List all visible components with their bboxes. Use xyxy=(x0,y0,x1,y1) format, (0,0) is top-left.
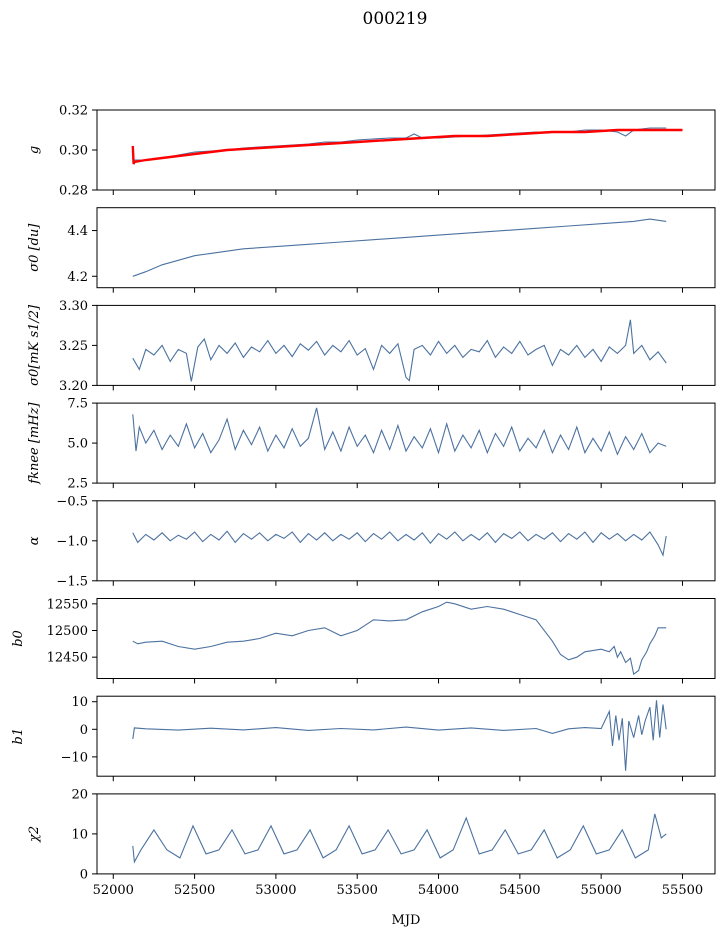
panel-7-ytick-label: −10 xyxy=(61,750,88,765)
panel-2-ylabel: σ0 [du] xyxy=(27,223,42,272)
panel-2: 4.2 4.4 σ0 [du] xyxy=(27,207,716,293)
panel-7-frame xyxy=(96,695,716,777)
panel-5: −1.5 −1.0 −0.5 α xyxy=(27,494,716,589)
panel-3-ytick-label: 3.30 xyxy=(59,299,88,314)
panel-7-ytick-label: 10 xyxy=(71,695,88,710)
panel-1-ytick-label: 0.32 xyxy=(59,104,88,119)
panel-8-ytick-label: 10 xyxy=(71,827,88,842)
x-tick-label: 53500 xyxy=(337,883,378,898)
panel-8-ylabel: χ2 xyxy=(27,826,42,843)
panels-group: 0.28 0.30 0.32 g 4.2 4.4 σ0 [du] 3.20 3.25 3.30 σ0… xyxy=(11,104,716,898)
panel-6-ylabel: b0 xyxy=(11,630,26,647)
panel-2-ytick-label: 4.2 xyxy=(67,270,88,285)
panel-6-series-1-line xyxy=(132,601,667,676)
panel-2-frame xyxy=(96,207,716,289)
panel-1-series-1-line xyxy=(132,127,667,165)
panel-8-series-1-line xyxy=(132,813,667,864)
panel-1-ylabel: g xyxy=(27,146,42,154)
x-tick-label: 55000 xyxy=(580,883,621,898)
panel-8-ytick-label: 0 xyxy=(80,867,88,882)
panel-8-ytick-label: 20 xyxy=(71,787,88,802)
panel-3-ytick-label: 3.20 xyxy=(59,379,88,394)
panel-6-ytick-label: 12500 xyxy=(47,624,88,639)
panel-6-frame xyxy=(96,598,716,679)
panel-1: 0.28 0.30 0.32 g xyxy=(27,104,716,199)
x-tick-label: 55500 xyxy=(662,883,703,898)
panel-5-series-1-line xyxy=(132,530,667,558)
panel-1-ytick-label: 0.28 xyxy=(59,184,88,199)
panel-7-ylabel: b1 xyxy=(11,728,26,745)
panel-4-ytick-label: 5.0 xyxy=(67,437,88,452)
panel-5-frame xyxy=(96,500,716,582)
x-tick-label: 53000 xyxy=(255,883,296,898)
panel-4-series-1-line xyxy=(132,407,667,456)
panel-2-ytick-label: 4.4 xyxy=(67,224,88,239)
panel-5-ytick-label: −0.5 xyxy=(56,494,88,509)
x-tick-label: 54000 xyxy=(418,883,459,898)
x-axis-label: MJD xyxy=(392,913,421,928)
x-tick-label: 52500 xyxy=(174,883,215,898)
panel-7-ytick-label: 0 xyxy=(80,723,88,738)
panel-2-series-1-line xyxy=(132,218,667,277)
panel-8: 0 10 20 52000 52500 53000 53500 54000 54500 55000… xyxy=(27,787,716,898)
panel-5-ylabel: α xyxy=(27,536,42,545)
panel-4-ylabel: fknee [mHz] xyxy=(27,402,42,485)
panel-1-series-2-line xyxy=(131,128,683,165)
x-tick-label: 52000 xyxy=(93,883,134,898)
panel-1-frame xyxy=(96,109,716,191)
panel-6-ytick-label: 12550 xyxy=(47,597,88,612)
panel-5-ytick-label: −1.0 xyxy=(56,534,88,549)
panel-4: 2.5 5.0 7.5 fknee [mHz] xyxy=(27,397,716,492)
panel-4-ytick-label: 2.5 xyxy=(67,477,88,492)
panel-5-ytick-label: −1.5 xyxy=(56,574,88,589)
panel-6-ytick-label: 12450 xyxy=(47,651,88,666)
figure-title: 000219 xyxy=(363,9,428,29)
panel-3-ytick-label: 3.25 xyxy=(59,339,88,354)
x-tick-label: 54500 xyxy=(499,883,540,898)
panel-3-series-1-line xyxy=(132,319,667,382)
panel-1-ytick-label: 0.30 xyxy=(59,144,88,159)
panel-3-ylabel: σ0[mK s1/2] xyxy=(27,304,42,386)
panel-7-series-1-line xyxy=(132,700,667,771)
panel-6: 12450 12500 12550 b0 xyxy=(11,597,716,684)
panel-7: −10 0 10 b1 xyxy=(11,695,716,782)
panel-3: 3.20 3.25 3.30 σ0[mK s1/2] xyxy=(27,299,716,394)
panel-4-ytick-label: 7.5 xyxy=(67,397,88,412)
